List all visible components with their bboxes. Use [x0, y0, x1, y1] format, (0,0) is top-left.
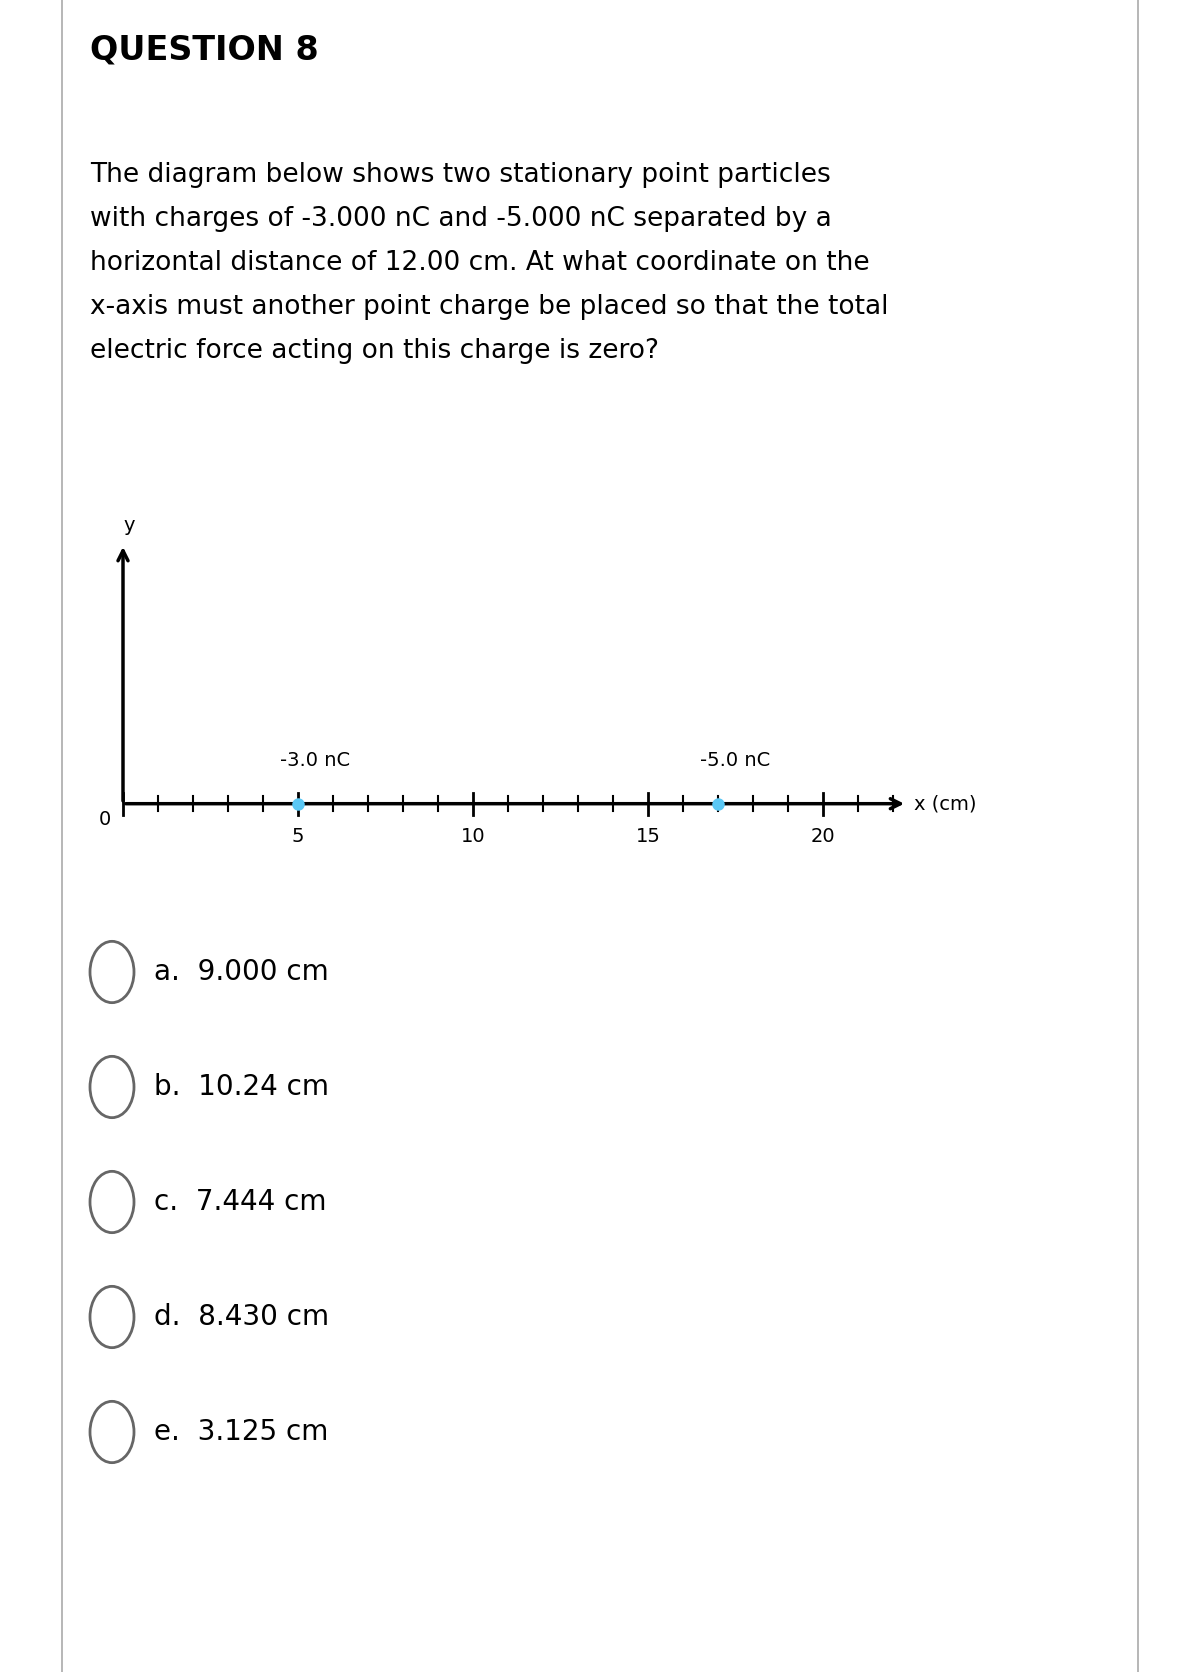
- Text: 15: 15: [636, 826, 660, 846]
- Text: -3.0 nC: -3.0 nC: [281, 751, 350, 771]
- Text: y: y: [124, 517, 134, 535]
- Text: with charges of -3.000 nC and -5.000 nC separated by a: with charges of -3.000 nC and -5.000 nC …: [90, 206, 832, 232]
- Text: electric force acting on this charge is zero?: electric force acting on this charge is …: [90, 338, 659, 364]
- Text: d.  8.430 cm: d. 8.430 cm: [154, 1302, 329, 1331]
- Text: 5: 5: [292, 826, 305, 846]
- Text: horizontal distance of 12.00 cm. At what coordinate on the: horizontal distance of 12.00 cm. At what…: [90, 251, 870, 276]
- Text: 20: 20: [811, 826, 835, 846]
- Text: 10: 10: [461, 826, 485, 846]
- Text: QUESTION 8: QUESTION 8: [90, 33, 319, 67]
- Text: The diagram below shows two stationary point particles: The diagram below shows two stationary p…: [90, 162, 830, 187]
- Text: c.  7.444 cm: c. 7.444 cm: [154, 1189, 326, 1216]
- Text: x (cm): x (cm): [914, 794, 977, 813]
- Text: 0: 0: [98, 809, 110, 829]
- Text: e.  3.125 cm: e. 3.125 cm: [154, 1418, 329, 1446]
- Text: a.  9.000 cm: a. 9.000 cm: [154, 958, 329, 986]
- Text: -5.0 nC: -5.0 nC: [701, 751, 770, 771]
- Text: x-axis must another point charge be placed so that the total: x-axis must another point charge be plac…: [90, 294, 888, 319]
- Text: b.  10.24 cm: b. 10.24 cm: [154, 1073, 329, 1100]
